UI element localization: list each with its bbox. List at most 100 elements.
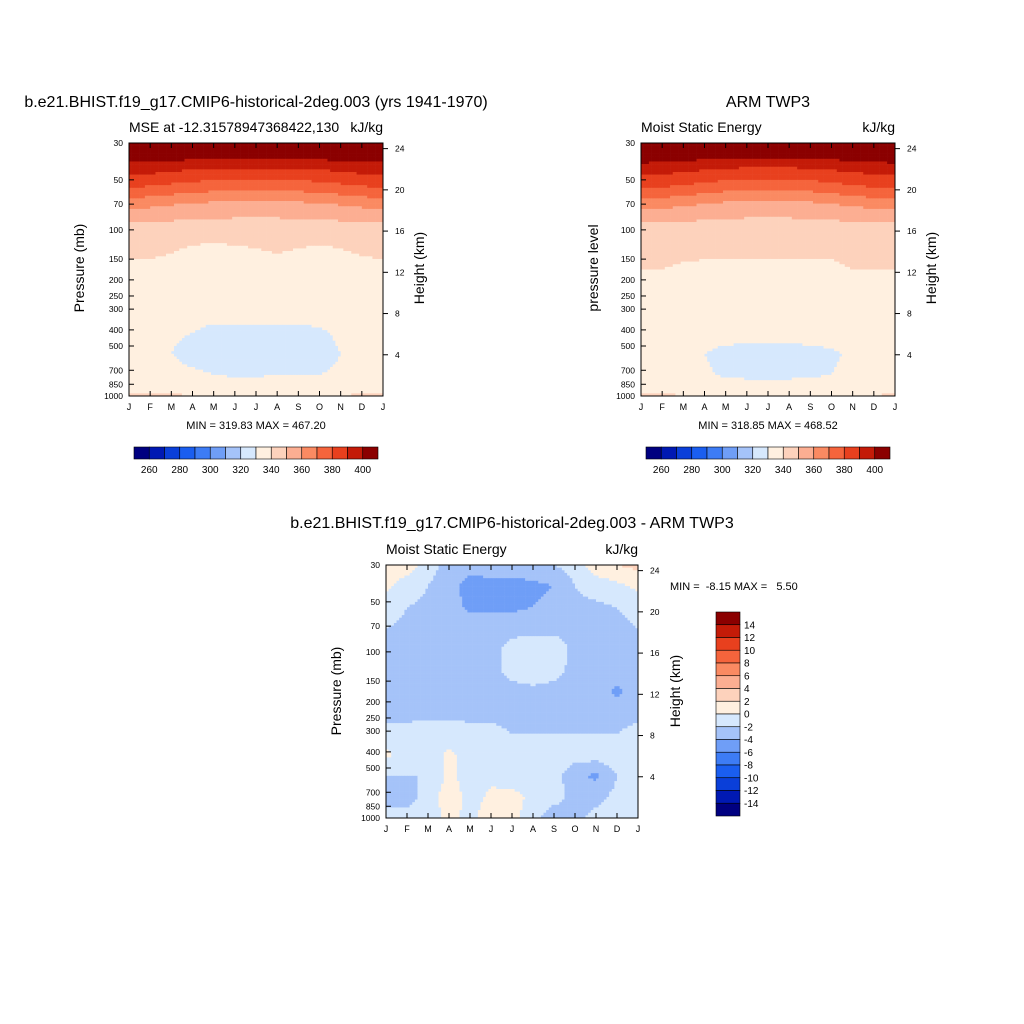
panel-model-cell — [277, 161, 281, 165]
panel-model-cell — [195, 235, 199, 239]
panel-model-cell — [261, 174, 265, 178]
panel-model-cell — [248, 153, 252, 157]
panel-model-cell — [224, 187, 228, 191]
panel-model-cell — [155, 148, 159, 152]
panel-model-cell — [306, 243, 310, 247]
panel-model-cell — [205, 156, 209, 160]
panel-model-cell — [351, 224, 355, 228]
panel-model-cell — [158, 216, 162, 220]
panel-model-cell — [213, 164, 217, 168]
panel-model-cell — [256, 203, 259, 207]
panel-model-cell — [353, 182, 357, 186]
panel-model-cell — [324, 143, 328, 146]
panel-model-cell — [160, 277, 164, 281]
panel-model-cell — [377, 240, 381, 244]
panel-model-cell — [189, 166, 193, 170]
panel-model-cell — [179, 222, 183, 225]
panel-model-cell — [240, 251, 244, 254]
panel-model-cell — [327, 251, 331, 254]
panel-model-cell — [316, 258, 320, 262]
panel-model-cell — [142, 145, 146, 149]
panel-model-cell — [147, 219, 151, 223]
panel-model-cell — [303, 153, 307, 157]
panel-model-cell — [250, 203, 254, 207]
panel-model-cell — [237, 203, 241, 207]
panel-model-cell — [261, 274, 265, 278]
panel-model-cell — [332, 208, 336, 212]
panel-model-cell — [144, 258, 148, 262]
panel-model-cell — [287, 214, 291, 218]
panel-model-cell — [195, 200, 199, 204]
panel-model-cell — [184, 171, 188, 175]
panel-model-cell — [361, 264, 365, 268]
panel-model-cell — [242, 190, 246, 194]
panel-model-cell — [216, 198, 220, 202]
panel-model-cell — [300, 216, 304, 220]
panel-model-cell — [277, 216, 281, 220]
panel-model-cell — [285, 203, 289, 207]
panel-model-cell — [311, 208, 315, 212]
panel-model-cell — [295, 235, 299, 239]
panel-model-cell — [229, 177, 233, 181]
panel-model-cell — [300, 253, 304, 257]
panel-model-cell — [242, 222, 246, 225]
panel-model-cell — [155, 243, 159, 247]
panel-model-cell — [163, 171, 167, 175]
panel-model-cell — [144, 256, 148, 260]
panel-model-cell — [316, 179, 320, 183]
panel-model-cell — [293, 274, 296, 278]
panel-model-cell — [171, 150, 175, 154]
panel-model-cell — [131, 211, 135, 215]
panel-model-cell — [314, 185, 318, 189]
panel-model-cell — [166, 211, 169, 215]
panel-model-cell — [213, 143, 217, 146]
panel-model-cell — [332, 269, 336, 273]
panel-model-cell — [195, 229, 199, 233]
panel-model-cell — [271, 153, 275, 157]
panel-model-cell — [311, 156, 315, 160]
panel-model-cell — [216, 206, 220, 210]
panel-model-cell — [359, 222, 363, 225]
panel-model-cell — [155, 248, 159, 252]
panel-model-cell — [343, 251, 347, 254]
panel-model-cell — [361, 174, 365, 178]
panel-model-cell — [359, 161, 363, 165]
panel-model-cell — [279, 211, 283, 215]
panel-model-cell — [335, 169, 339, 173]
panel-model-cell — [189, 256, 193, 260]
panel-model-cell — [359, 269, 363, 273]
panel-model-cell — [187, 200, 191, 204]
panel-model-cell — [367, 193, 371, 197]
panel-model-cell — [319, 145, 323, 149]
panel-model-cell — [261, 258, 265, 262]
panel-model-cell — [285, 161, 289, 165]
panel-model-cell — [369, 258, 373, 262]
panel-model-cell — [258, 203, 262, 207]
panel-model-cell — [179, 256, 183, 260]
panel-model-cell — [152, 174, 156, 178]
panel-model-cell — [168, 187, 172, 191]
panel-model-cell — [338, 237, 341, 241]
panel-model-cell — [163, 174, 167, 178]
panel-model-cell — [372, 200, 376, 204]
panel-model-cell — [330, 203, 334, 207]
panel-model-cell — [316, 169, 320, 173]
panel-model-cell — [348, 219, 352, 223]
panel-model-cell — [364, 198, 368, 202]
panel-model-cell — [282, 148, 286, 152]
panel-model-cell — [158, 269, 162, 273]
panel-model-cell — [369, 216, 373, 220]
panel-model-cell — [187, 193, 191, 197]
panel-model-cell — [258, 216, 262, 220]
panel-model-cell — [377, 156, 381, 160]
panel-model-cell — [274, 264, 278, 268]
panel-model-cell — [364, 208, 368, 212]
panel-model-cell — [303, 211, 307, 215]
panel-model-cell — [250, 190, 254, 194]
panel-model-cell — [197, 164, 201, 168]
panel-model-cell — [266, 182, 270, 186]
panel-model-cell — [179, 174, 183, 178]
panel-model-cell — [269, 206, 273, 210]
panel-model-cell — [192, 261, 196, 265]
panel-model-cell — [322, 243, 326, 247]
